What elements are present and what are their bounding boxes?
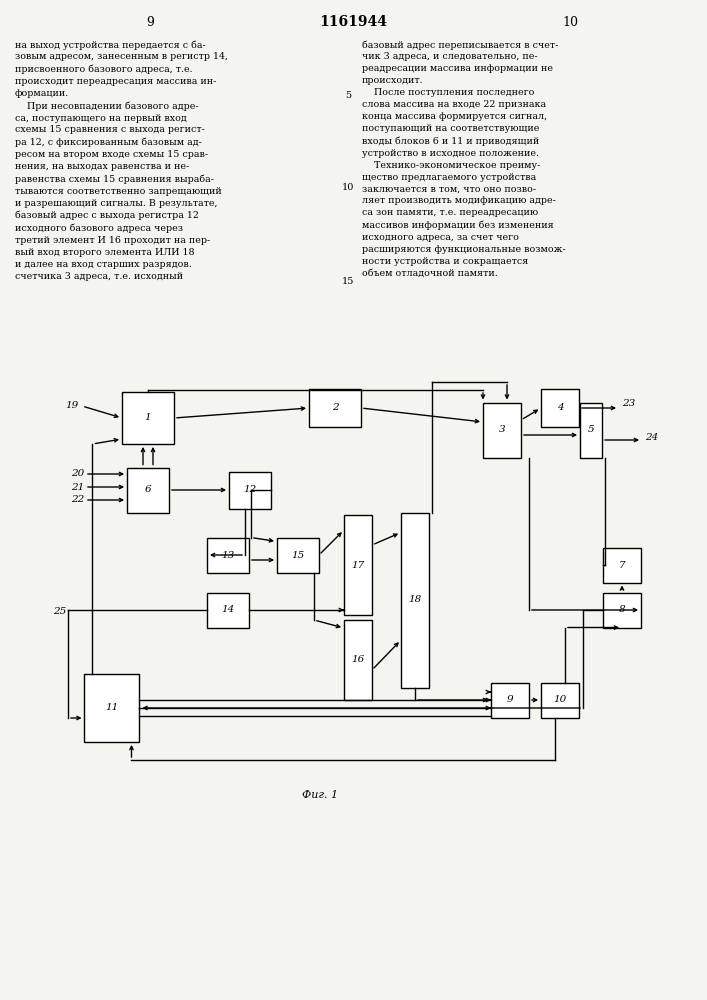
Bar bbox=[603, 548, 641, 582]
Text: 10: 10 bbox=[554, 696, 566, 704]
Text: 15: 15 bbox=[341, 276, 354, 286]
Text: 12: 12 bbox=[243, 486, 257, 494]
Text: 17: 17 bbox=[351, 560, 365, 570]
Text: 8: 8 bbox=[619, 605, 625, 614]
Text: 9: 9 bbox=[146, 15, 154, 28]
Text: 1: 1 bbox=[145, 414, 151, 422]
Bar bbox=[344, 620, 372, 700]
Text: Фиг. 1: Фиг. 1 bbox=[302, 790, 338, 800]
Text: 1161944: 1161944 bbox=[319, 15, 387, 29]
Text: 25: 25 bbox=[53, 607, 66, 616]
Text: 24: 24 bbox=[645, 434, 659, 442]
Bar bbox=[122, 392, 174, 444]
Text: 14: 14 bbox=[221, 605, 235, 614]
Text: 10: 10 bbox=[562, 15, 578, 28]
Text: 9: 9 bbox=[507, 696, 513, 704]
Text: 20: 20 bbox=[71, 470, 85, 479]
Bar bbox=[401, 512, 429, 688]
Text: 19: 19 bbox=[65, 401, 78, 410]
Text: 15: 15 bbox=[291, 550, 305, 560]
Bar bbox=[85, 674, 139, 742]
Text: 22: 22 bbox=[71, 495, 85, 504]
Text: 16: 16 bbox=[351, 656, 365, 664]
Text: 23: 23 bbox=[622, 398, 636, 408]
Bar bbox=[309, 389, 361, 427]
Bar bbox=[277, 538, 319, 572]
Bar bbox=[127, 468, 169, 512]
Text: 4: 4 bbox=[556, 403, 563, 412]
Text: 6: 6 bbox=[145, 486, 151, 494]
Text: базовый адрес переписывается в счет-
чик 3 адреса, и следовательно, пе-
реадреса: базовый адрес переписывается в счет- чик… bbox=[362, 40, 566, 278]
Text: 2: 2 bbox=[332, 403, 339, 412]
Bar bbox=[491, 682, 529, 718]
Text: 3: 3 bbox=[498, 426, 506, 434]
Text: 5: 5 bbox=[588, 426, 595, 434]
Bar bbox=[207, 538, 249, 572]
Bar bbox=[541, 389, 579, 427]
Text: 5: 5 bbox=[345, 91, 351, 100]
Text: на выход устройства передается с ба-
зовым адресом, занесенным в регистр 14,
при: на выход устройства передается с ба- зов… bbox=[15, 40, 228, 281]
Bar bbox=[483, 402, 521, 458]
Text: 7: 7 bbox=[619, 560, 625, 570]
Bar bbox=[580, 402, 602, 458]
Bar bbox=[603, 592, 641, 628]
Bar bbox=[229, 472, 271, 508]
Bar bbox=[207, 592, 249, 628]
Bar bbox=[541, 682, 579, 718]
Text: 11: 11 bbox=[105, 704, 119, 712]
Text: 13: 13 bbox=[221, 550, 235, 560]
Text: 10: 10 bbox=[341, 184, 354, 192]
Bar bbox=[344, 515, 372, 615]
Text: 18: 18 bbox=[409, 595, 421, 604]
Text: 21: 21 bbox=[71, 483, 85, 491]
